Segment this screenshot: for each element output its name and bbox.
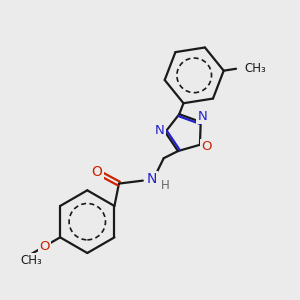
Text: CH₃: CH₃ <box>244 62 266 75</box>
Text: N: N <box>155 124 165 137</box>
Text: CH₃: CH₃ <box>21 254 43 267</box>
Text: H: H <box>161 179 170 193</box>
Text: O: O <box>201 140 212 153</box>
Text: N: N <box>197 110 207 123</box>
Text: O: O <box>39 240 50 253</box>
Text: O: O <box>92 165 103 178</box>
Text: N: N <box>146 172 157 186</box>
